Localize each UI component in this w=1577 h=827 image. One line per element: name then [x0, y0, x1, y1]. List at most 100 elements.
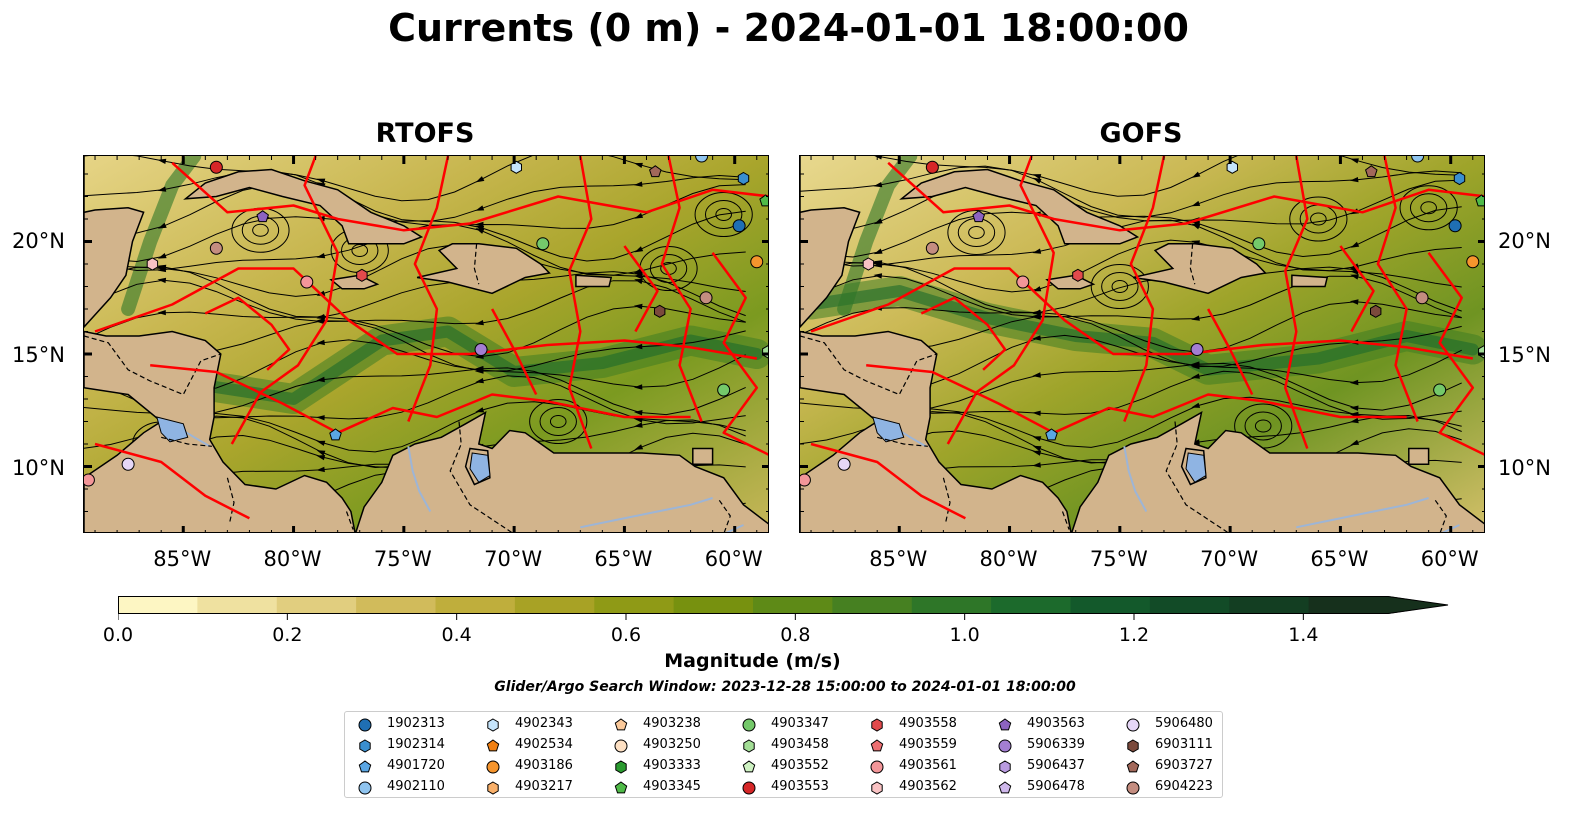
legend-marker: [358, 781, 372, 795]
legend-label: 1902314: [387, 737, 445, 752]
eez-boundary-line: [810, 442, 966, 520]
colorbar-label: Magnitude (m/s): [664, 650, 841, 672]
streamline-arrow: [475, 176, 485, 183]
streamline-arrow: [633, 410, 643, 416]
streamline-arrow: [1349, 177, 1359, 183]
legend-label: 4903559: [899, 737, 957, 752]
lon-tick-label: 70°W: [484, 547, 543, 571]
streamline-arrow: [1032, 410, 1041, 416]
float-marker-1902314: [1453, 171, 1466, 186]
streamline-arrow: [633, 181, 643, 187]
legend-marker: [359, 739, 371, 753]
colorbar-segment: [832, 596, 913, 614]
colorbar-segment: [435, 596, 516, 614]
map-panel-rtofs[interactable]: [83, 155, 769, 533]
streamline-arrow: [316, 376, 325, 383]
legend-label: 4903558: [899, 716, 957, 731]
streamline: [800, 261, 1462, 314]
streamline-arrow: [475, 205, 485, 211]
eddy-streamline: [1289, 196, 1348, 242]
float-marker-5906339: [1190, 343, 1204, 356]
legend-marker: [998, 781, 1012, 794]
lon-tick-label: 80°W: [263, 547, 322, 571]
float-marker-4903558: [356, 268, 368, 282]
streamline-arrow: [1350, 241, 1360, 248]
country-border: [345, 511, 354, 530]
colorbar-tick-label: 0.4: [441, 624, 472, 646]
float-marker-4903561: [1016, 275, 1030, 289]
streamline-arrow: [1191, 221, 1201, 227]
eddy-streamline: [539, 407, 577, 436]
country-border: [1189, 243, 1196, 285]
eez-boundary-line: [204, 296, 291, 371]
land-yucatan: [84, 156, 145, 329]
legend-label: 4902343: [515, 716, 573, 731]
colorbar-segment: [276, 596, 357, 614]
float-marker-4903186: [1466, 255, 1480, 269]
legend-marker: [358, 760, 372, 773]
lon-tick-label: 80°W: [979, 547, 1038, 571]
streamline-arrow: [873, 248, 883, 255]
frame-ticks: [800, 156, 1484, 532]
legend-label: 6903727: [1155, 758, 1213, 773]
legend-label: 4903562: [899, 779, 957, 794]
colorbar-segment: [1070, 596, 1151, 614]
streamline-arrow: [633, 384, 643, 390]
legend-label: 4903553: [771, 779, 829, 794]
streamline-arrow: [1032, 436, 1042, 442]
legend-marker: [870, 760, 884, 774]
streamline-arrow: [873, 273, 883, 279]
eez-boundary-line: [1207, 308, 1254, 396]
eez-boundary-line: [150, 364, 691, 435]
legend-marker: [614, 739, 628, 753]
float-marker-4903562: [146, 257, 159, 271]
legend-label: 5906437: [1027, 758, 1085, 773]
eez-boundary-line: [407, 156, 450, 422]
legend-label: 5906478: [1027, 779, 1085, 794]
eddy-streamline: [694, 192, 753, 237]
eddy-streamline: [1111, 280, 1129, 293]
legend-marker: [870, 739, 884, 752]
river: [1123, 446, 1148, 512]
streamline-arrow: [316, 440, 326, 446]
streamline-arrow: [157, 186, 167, 192]
legend-marker: [871, 718, 883, 732]
streamline-arrow: [1032, 445, 1042, 452]
streamline-arrow: [873, 182, 883, 188]
float-marker-5906480: [837, 457, 851, 471]
legend-label: 4903186: [515, 758, 573, 773]
float-marker-6904223: [925, 241, 939, 255]
land: [84, 156, 768, 532]
map-panel-gofs[interactable]: [799, 155, 1485, 533]
streamline-arrow: [1032, 462, 1041, 468]
legend-label: 4903458: [771, 737, 829, 752]
streamline-arrow: [874, 156, 882, 160]
eddy-streamline: [549, 415, 567, 428]
streamline-arrow: [634, 246, 644, 253]
streamline-arrow: [475, 407, 485, 413]
colorbar-segment: [911, 596, 992, 614]
country-border: [1165, 421, 1229, 532]
streamline-arrow: [634, 278, 643, 285]
streamline-arrow: [633, 417, 643, 423]
float-marker-6903727: [1365, 165, 1378, 178]
float-marker-4903563: [972, 210, 985, 223]
streamline-arrow: [873, 262, 883, 268]
legend-marker: [358, 718, 372, 732]
streamline: [800, 301, 1462, 353]
float-marker-6903111: [654, 304, 666, 318]
yucatan-current: [837, 156, 918, 316]
float-marker-4903553: [209, 160, 223, 174]
eddy-streamline: [1244, 411, 1282, 441]
legend-label: 4903347: [771, 716, 829, 731]
legend-marker: [871, 781, 883, 795]
streamline-arrow: [1349, 299, 1359, 305]
eez-boundary-line: [491, 308, 538, 396]
float-marker-4903345: [759, 194, 768, 207]
lon-tick-label: 75°W: [1089, 547, 1148, 571]
eddy-streamline: [1399, 185, 1458, 231]
float-marker-4902110: [695, 156, 709, 163]
eddy-streamline: [968, 226, 985, 239]
legend-label: 4902110: [387, 779, 445, 794]
streamline-arrow: [1191, 200, 1201, 207]
